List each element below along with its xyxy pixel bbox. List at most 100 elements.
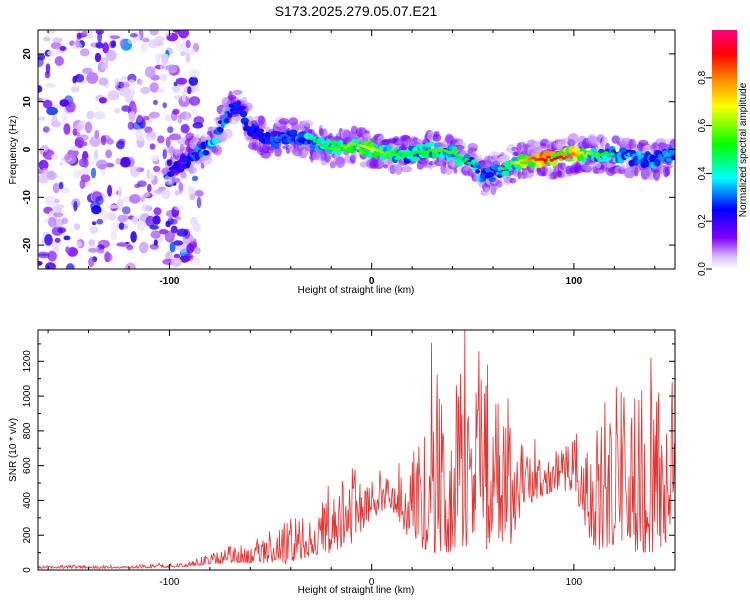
spectrogram-halo-blob [200,163,205,169]
spectrogram-noise-blob [88,248,99,253]
snr-ytick-label: 600 [22,457,33,474]
spectrogram-noise-blob [114,78,120,87]
spectrogram-noise-blob [73,200,78,212]
spectrogram-noise-blob [54,198,60,204]
spectrogram-noise-blob [188,96,201,106]
spectrogram-noise-blob [177,114,183,124]
spectrogram-ridge-blob [411,156,420,162]
spectrogram-noise-blob [164,114,172,122]
spectrogram-noise-blob [166,64,178,74]
spectrogram-noise-blob [53,212,64,218]
spectrogram-peak-blob [564,155,569,159]
snr-ylabel: SNR (10 * v/v) [8,418,19,482]
spectrogram-halo-blob [243,102,253,112]
spectrogram-noise-blob [173,95,182,100]
spectrogram-noise-blob [173,253,181,259]
spectrogram-halo-blob [619,164,626,170]
spectrogram-noise-blob [95,42,104,49]
spectrogram-noise-blob [192,122,204,129]
spectrogram-peak-blob [585,152,591,155]
spectrogram-noise-blob [45,30,56,35]
spectrogram-noise-blob [51,153,59,161]
spectrogram-noise-blob [132,215,139,225]
spectrogram-noise-blob [104,251,111,263]
spectrogram-ytick-label: 10 [22,96,33,108]
spectrogram-ridge-blob [520,163,527,169]
colorbar-tick-label: 0.8 [697,70,708,84]
spectrogram-noise-blob [47,250,57,262]
spectrogram-peak-blob [315,141,321,144]
spectrogram-halo-blob [467,168,473,177]
spectrogram-noise-blob [65,246,70,254]
spectrogram-peak-blob [576,153,582,156]
spectrogram-peak-blob [409,152,415,156]
spectrogram-ytick-label: 0 [22,146,33,152]
spectrogram-halo-blob [168,176,173,185]
spectrogram-noise-blob [122,206,131,215]
spectrogram-noise-blob [165,136,171,148]
spectrogram-xtick-label: 0 [369,276,375,287]
spectrogram-ridge-blob [256,128,265,134]
spectrogram-noise-blob [127,79,136,91]
spectrogram-noise-blob [46,170,55,179]
spectrogram-noise-blob [174,30,180,35]
spectrogram-noise-blob [129,33,138,38]
spectrogram-noise-blob [100,57,109,66]
spectrogram-noise-blob [119,81,130,89]
spectrogram-noise-blob [128,111,136,122]
spectrogram-ridge-blob [605,156,610,163]
spectrogram-noise-blob [38,116,46,121]
spectrogram-noise-blob [72,128,78,136]
spectrogram-noise-blob [117,214,129,223]
spectrogram-peak-blob [346,144,351,148]
spectrogram-noise-blob [172,108,180,115]
spectrogram-noise-blob [135,131,147,142]
spectrogram-noise-blob [186,48,196,55]
spectrogram-blobs [38,30,675,269]
snr-ytick-label: 400 [22,492,33,509]
spectrogram-peak-blob [376,149,381,152]
spectrogram-halo-blob [506,143,516,154]
spectrogram-halo-blob [367,133,372,141]
spectrogram-halo-blob [495,180,503,188]
spectrogram-noise-blob [188,69,201,78]
spectrogram-noise-blob [159,73,168,82]
spectrogram-noise-blob [148,39,159,49]
spectrogram-noise-blob [154,35,166,42]
spectrogram-noise-blob [181,91,187,103]
spectrogram-ridge-blob [178,162,185,171]
spectrogram-halo-blob [180,171,187,179]
spectrogram-noise-blob [130,231,137,243]
spectrogram-noise-blob [98,97,108,104]
spectrogram-halo-blob [174,149,183,157]
spectrogram-noise-blob [75,38,80,48]
snr-ytick-label: 1200 [22,350,33,373]
spectrogram-noise-blob [116,242,128,247]
spectrogram-noise-blob [100,135,107,146]
spectrogram-noise-blob [166,250,173,256]
chart-title: S173.2025.279.05.07.E21 [275,3,438,19]
spectrogram-noise-blob [142,37,150,43]
spectrogram-noise-blob [153,207,162,216]
spectrogram-noise-blob [150,211,155,217]
spectrogram-noise-blob [138,79,144,86]
spectrogram-ridge-blob [458,161,463,166]
spectrogram-noise-blob [48,216,57,228]
spectrogram-noise-blob [98,77,109,86]
spectrogram-peak-blob [594,151,600,155]
spectrogram-peak-blob [452,152,457,155]
spectrogram-peak-blob [461,159,466,163]
spectrogram-noise-blob [57,227,67,234]
spectrogram-noise-blob [129,194,141,204]
spectrogram-noise-blob [141,204,151,212]
spectrogram-peak-blob [385,151,390,154]
spectrogram-noise-blob [167,126,174,134]
spectrogram-noise-blob [96,218,104,225]
spectrogram-noise-blob [193,247,201,255]
spectrogram-noise-blob [107,204,119,209]
spectrogram-noise-blob [149,111,160,119]
spectrogram-peak-blob [379,150,384,154]
spectrogram-noise-blob [161,53,169,65]
spectrogram-noise-blob [157,135,165,144]
spectrogram-peak-blob [604,151,609,154]
